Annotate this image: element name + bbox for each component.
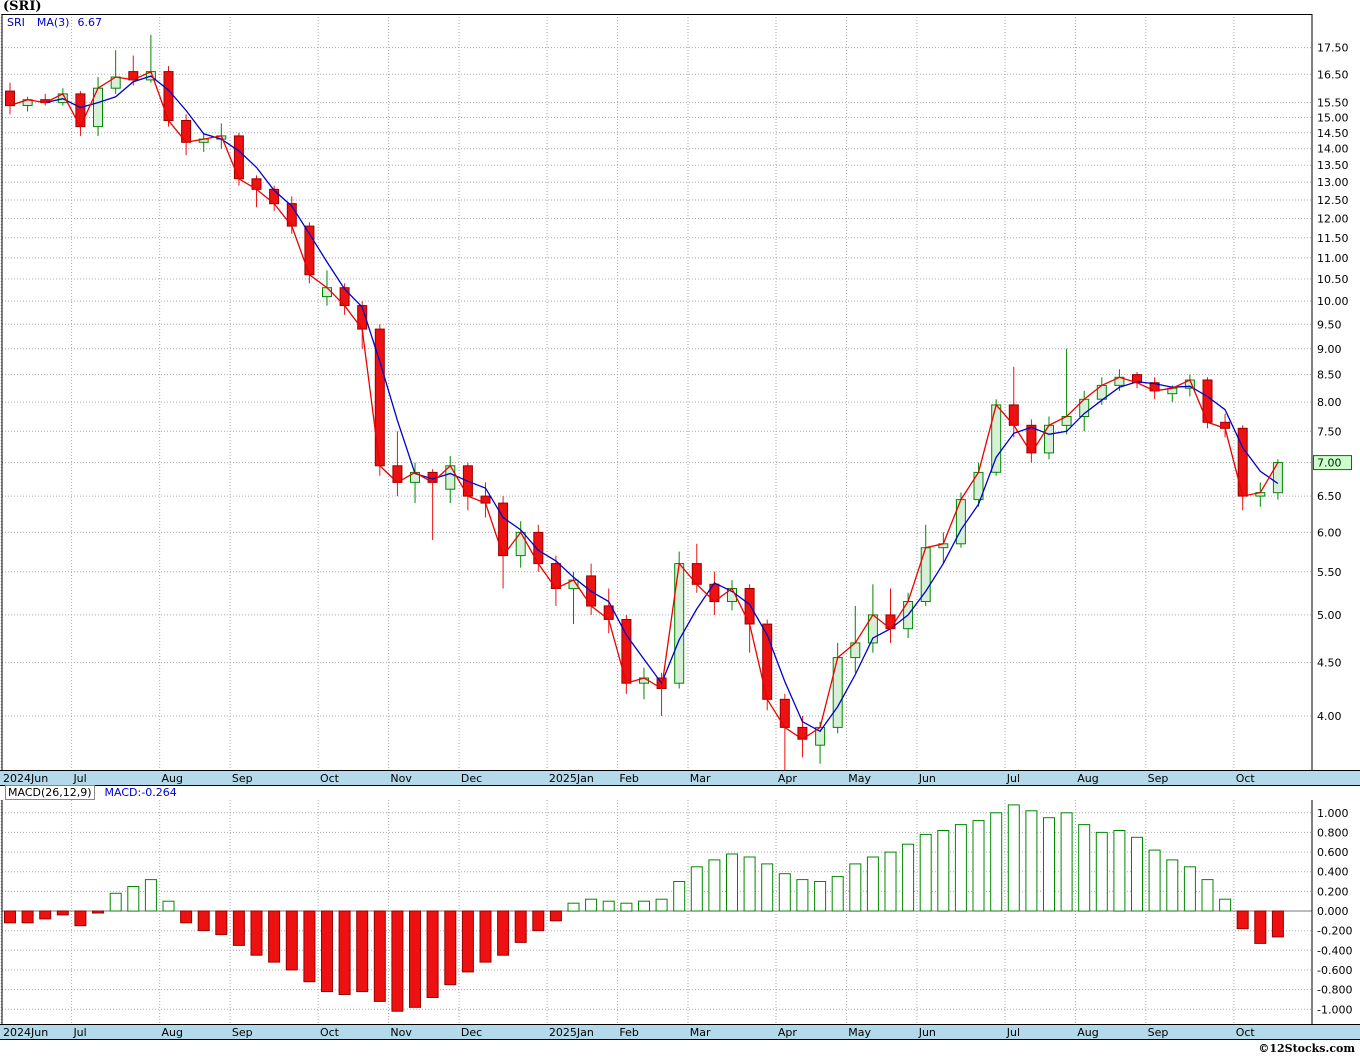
month-label: Jul (1006, 1026, 1021, 1039)
svg-text:0.000: 0.000 (1317, 905, 1349, 918)
svg-text:0.400: 0.400 (1317, 866, 1349, 879)
macd-axis-labels: 1.000 0.800 0.600 0.400 0.200 0.000 -0.200 -0.4… (1317, 807, 1352, 1017)
svg-text:16.50: 16.50 (1317, 68, 1349, 81)
month-label: Nov (390, 1026, 412, 1039)
svg-text:4.00: 4.00 (1317, 710, 1342, 723)
svg-text:10.50: 10.50 (1317, 273, 1349, 286)
svg-text:11.00: 11.00 (1317, 252, 1349, 265)
month-label: Aug (161, 772, 183, 785)
month-label: Mar (689, 772, 711, 785)
svg-text:12.50: 12.50 (1317, 194, 1349, 207)
svg-text:11.50: 11.50 (1317, 232, 1349, 245)
svg-text:0.600: 0.600 (1317, 846, 1349, 859)
svg-text:0.800: 0.800 (1317, 826, 1349, 839)
svg-text:-0.400: -0.400 (1317, 944, 1352, 957)
price-legend: SRI MA(3) 6.67 (7, 16, 102, 29)
svg-text:13.00: 13.00 (1317, 176, 1349, 189)
month-label: Aug (1077, 1026, 1099, 1039)
month-label: 2024Jun (3, 1026, 49, 1039)
svg-text:14.00: 14.00 (1317, 143, 1349, 156)
month-label: Apr (777, 772, 797, 785)
month-label: 2024Jun (3, 772, 49, 785)
svg-text:10.00: 10.00 (1317, 295, 1349, 308)
macd-value-label: MACD:-0.264 (104, 786, 177, 799)
svg-text:8.00: 8.00 (1317, 396, 1342, 409)
svg-text:6.50: 6.50 (1317, 490, 1342, 503)
svg-text:-0.800: -0.800 (1317, 984, 1352, 997)
month-label: Jun (918, 1026, 936, 1039)
month-label: Oct (319, 772, 339, 785)
price-chart-svg: 17.50 16.50 15.50 15.00 14.50 14.00 13.50 13.00… (0, 14, 1352, 770)
svg-text:12.00: 12.00 (1317, 213, 1349, 226)
month-label: Sep (231, 1026, 253, 1039)
month-label: 2025Jan (548, 1026, 594, 1039)
month-label: Jul (73, 772, 87, 785)
month-label: Feb (619, 772, 639, 785)
month-label: Dec (460, 772, 483, 785)
svg-text:14.50: 14.50 (1317, 127, 1349, 140)
svg-text:5.50: 5.50 (1317, 566, 1342, 579)
month-label: Oct (1235, 1026, 1255, 1039)
svg-text:4.50: 4.50 (1317, 657, 1342, 670)
svg-text:8.50: 8.50 (1317, 369, 1342, 382)
svg-text:7.00: 7.00 (1317, 457, 1342, 470)
svg-text:15.50: 15.50 (1317, 97, 1349, 110)
month-label: Apr (777, 1026, 797, 1039)
svg-text:6.00: 6.00 (1317, 526, 1342, 539)
macd-histogram (4, 804, 1284, 1012)
overlay-lines (9, 70, 1279, 740)
svg-text:9.50: 9.50 (1317, 318, 1342, 331)
watermark: ©12Stocks.com (1258, 1042, 1355, 1055)
month-axis-strip: 2024Jun Jul Aug Sep Oct Nov Dec 2025Jan Feb Mar Ap… (0, 770, 1360, 786)
symbol-label: SRI (7, 16, 25, 29)
svg-text:-1.000: -1.000 (1317, 1003, 1352, 1016)
month-axis-strip: 2024Jun Jul Aug Sep Oct Nov Dec 2025Jan Feb Mar Ap… (0, 1024, 1360, 1040)
price-gridlines (0, 14, 1312, 770)
svg-text:1.000: 1.000 (1317, 807, 1349, 820)
macd-chart-svg: 1.000 0.800 0.600 0.400 0.200 0.000 -0.200 -0.4… (0, 800, 1352, 1024)
svg-text:15.00: 15.00 (1317, 112, 1349, 125)
month-label: Sep (1147, 1026, 1169, 1039)
month-label: Jul (1006, 772, 1021, 785)
svg-text:13.50: 13.50 (1317, 159, 1349, 172)
page-title: (SRI) (3, 0, 42, 14)
month-label: Dec (460, 1026, 483, 1039)
candlesticks (5, 34, 1283, 770)
svg-text:-0.200: -0.200 (1317, 925, 1352, 938)
month-label: 2025Jan (548, 772, 594, 785)
svg-text:9.00: 9.00 (1317, 343, 1342, 356)
macd-legend: MACD(26,12,9) MACD:-0.264 (5, 785, 177, 800)
month-label: Aug (1077, 772, 1099, 785)
month-label: Aug (161, 1026, 183, 1039)
price-axis-labels: 17.50 16.50 15.50 15.00 14.50 14.00 13.50 13.00… (1317, 42, 1349, 723)
month-label: Oct (1235, 772, 1255, 785)
macd-borders (1, 800, 1313, 1024)
month-label: Nov (390, 772, 412, 785)
month-label: Mar (689, 1026, 711, 1039)
svg-text:7.50: 7.50 (1317, 425, 1342, 438)
price-borders (1, 14, 1313, 770)
month-label: Sep (231, 772, 253, 785)
svg-text:5.00: 5.00 (1317, 609, 1342, 622)
ma-value: 6.67 (77, 16, 102, 29)
ma-label: MA(3) (36, 16, 70, 29)
macd-params-label: MACD(26,12,9) (5, 785, 95, 800)
month-label: May (848, 1026, 872, 1039)
svg-text:17.50: 17.50 (1317, 42, 1349, 55)
month-label: May (848, 772, 872, 785)
month-label: Oct (319, 1026, 339, 1039)
month-label: Jun (918, 772, 936, 785)
month-label: Feb (619, 1026, 639, 1039)
current-price-marker: 7.00 (1313, 455, 1352, 471)
month-label: Jul (73, 1026, 87, 1039)
month-label: Sep (1147, 772, 1169, 785)
svg-text:-0.600: -0.600 (1317, 964, 1352, 977)
svg-text:0.200: 0.200 (1317, 885, 1349, 898)
